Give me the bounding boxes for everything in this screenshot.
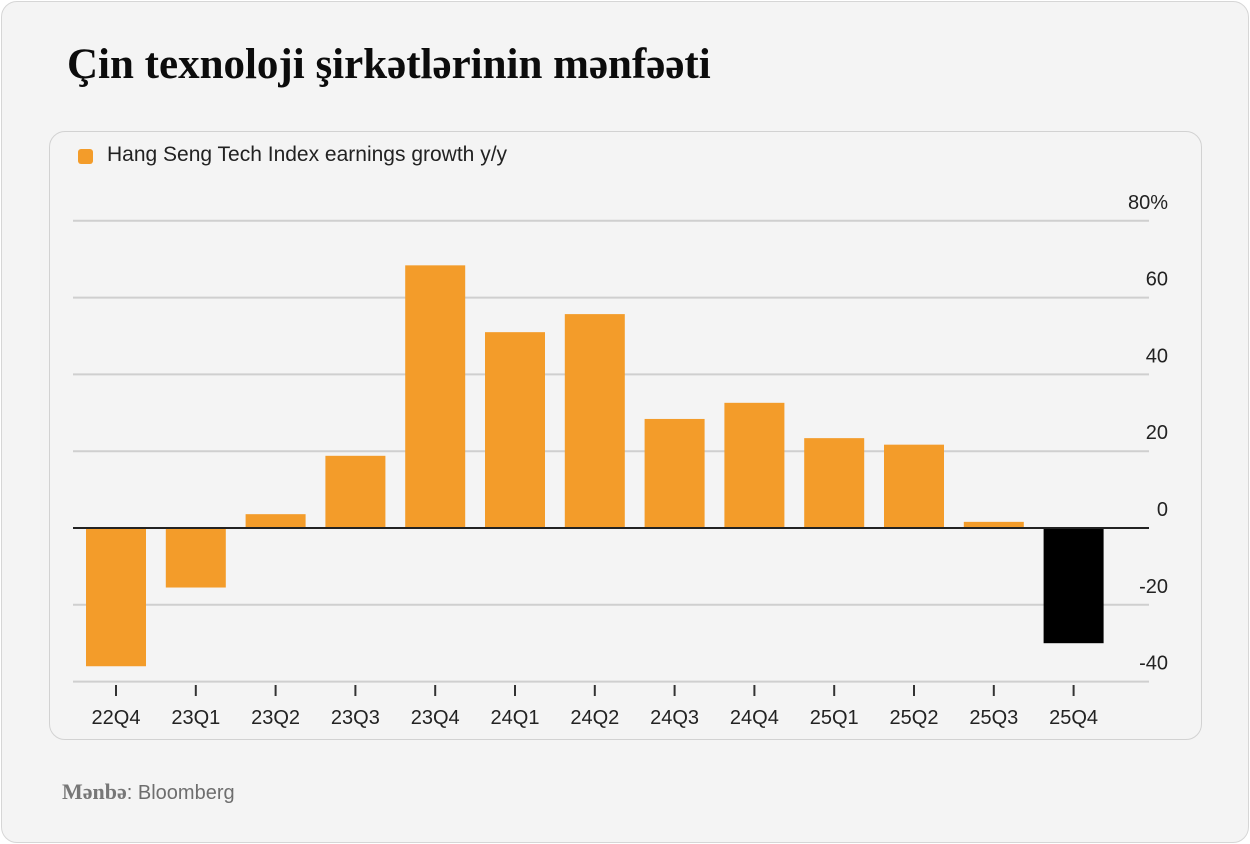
bars (86, 265, 1104, 667)
source-note: Mənbə: Bloomberg (62, 779, 235, 805)
bar-23Q1 (165, 528, 226, 588)
bar-24Q2 (564, 314, 625, 528)
y-axis-ticks: 80% 60 40 20 0 -20 -40 (1128, 192, 1168, 675)
y-tick-label: 0 (1157, 499, 1168, 521)
source-label: Mənbə (62, 779, 127, 804)
legend-swatch (78, 148, 93, 164)
bar-24Q4 (724, 402, 785, 528)
bar-25Q3 (963, 521, 1024, 528)
y-tick-label: -20 (1139, 576, 1168, 598)
bar-25Q4 (1043, 528, 1104, 644)
source-value: Bloomberg (137, 782, 235, 804)
x-tick-label: 22Q4 (92, 707, 141, 729)
bar-22Q4 (86, 528, 146, 667)
x-tick-label: 23Q3 (331, 707, 380, 729)
x-tick-label: 23Q1 (171, 707, 220, 729)
x-tick-label: 25Q1 (810, 707, 859, 729)
y-tick-label: -40 (1139, 653, 1168, 675)
y-tick-label: 60 (1146, 269, 1168, 291)
bar-23Q2 (245, 514, 306, 528)
legend: Hang Seng Tech Index earnings growth y/y (78, 143, 507, 167)
page-title: Çin texnoloji şirkətlərinin mənfəəti (67, 41, 711, 88)
bar-23Q3 (325, 455, 386, 528)
x-axis-ticks: 22Q4 23Q1 23Q2 23Q3 23Q4 24Q1 24Q2 24Q3 24Q4 25Q1… (92, 685, 1098, 729)
y-tick-label: 20 (1146, 422, 1168, 444)
bar-23Q4 (405, 265, 466, 528)
x-tick-label: 25Q4 (1049, 707, 1098, 729)
legend-label: Hang Seng Tech Index earnings growth y/y (107, 143, 508, 166)
x-tick-label: 23Q2 (251, 707, 300, 729)
x-tick-label: 24Q3 (650, 707, 699, 729)
bar-24Q3 (644, 418, 705, 528)
x-tick-label: 24Q2 (570, 707, 619, 729)
bar-24Q1 (485, 332, 545, 528)
y-tick-label: 80% (1128, 192, 1168, 214)
chart-card (49, 131, 1202, 740)
bar-25Q1 (804, 438, 865, 528)
bar-25Q2 (884, 444, 944, 528)
y-tick-label: 40 (1146, 345, 1168, 367)
x-tick-label: 24Q1 (491, 707, 540, 729)
x-tick-label: 25Q2 (890, 707, 939, 729)
x-tick-label: 24Q4 (730, 707, 779, 729)
source-separator: : (126, 782, 138, 804)
x-tick-label: 23Q4 (411, 707, 460, 729)
x-tick-label: 25Q3 (969, 707, 1018, 729)
